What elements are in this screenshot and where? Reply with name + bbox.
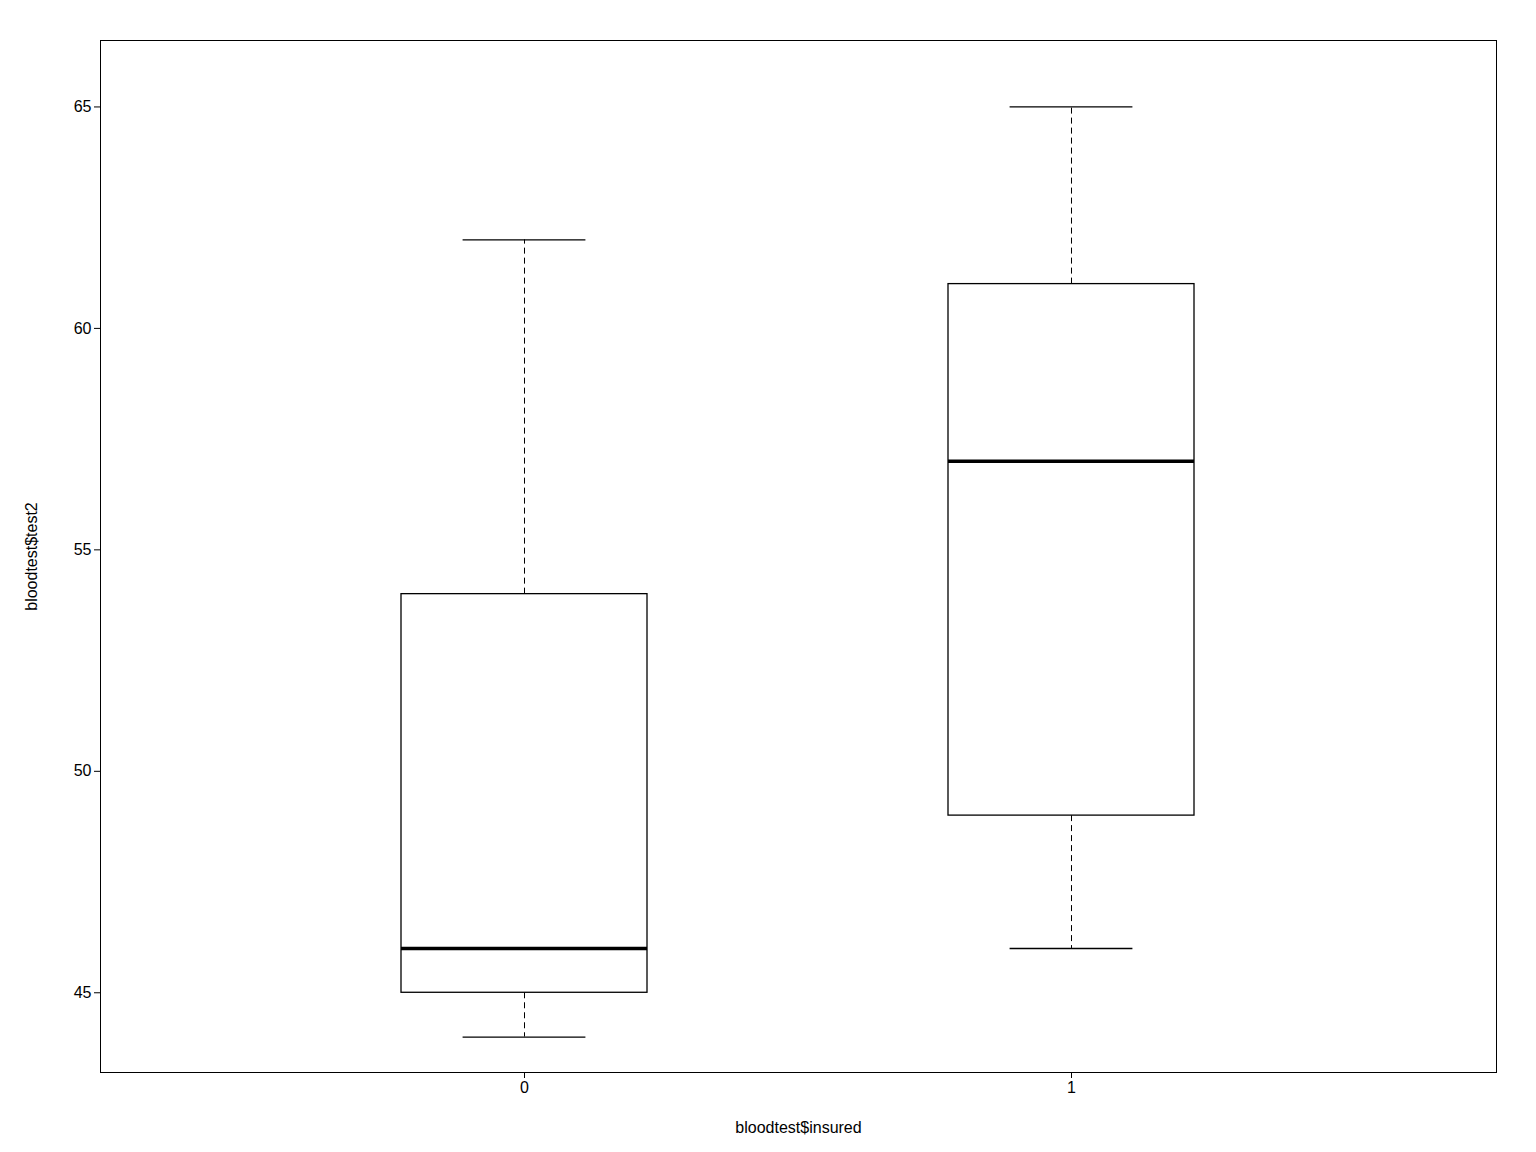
svg-text:bloodtest$insured: bloodtest$insured	[735, 1119, 861, 1136]
svg-text:55: 55	[74, 541, 92, 558]
svg-text:50: 50	[74, 762, 92, 779]
svg-text:60: 60	[74, 320, 92, 337]
svg-text:0: 0	[520, 1079, 529, 1096]
svg-text:45: 45	[74, 984, 92, 1001]
svg-text:1: 1	[1067, 1079, 1076, 1096]
svg-text:65: 65	[74, 98, 92, 115]
svg-text:bloodtest$test2: bloodtest$test2	[23, 502, 40, 611]
